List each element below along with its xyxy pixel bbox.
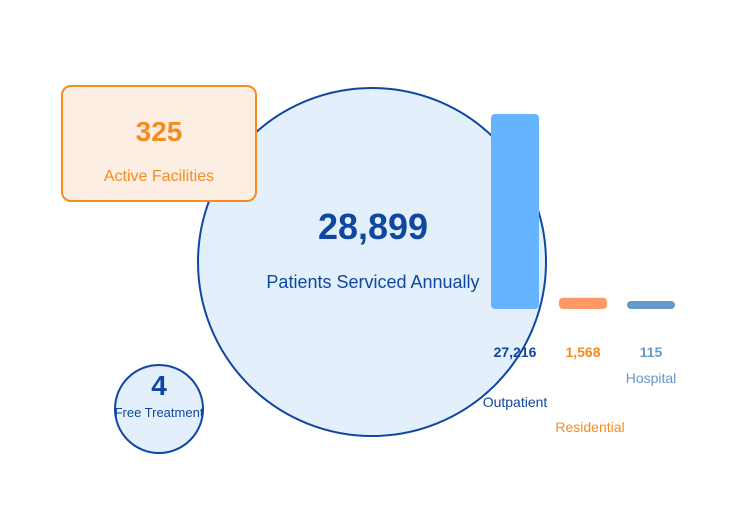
bar-residential (559, 297, 607, 309)
facilities-card (61, 85, 257, 202)
patients-count: 28,899 (317, 206, 429, 247)
category-label-outpatient: Outpatient (483, 394, 548, 410)
value-label-residential: 1,568 (565, 344, 600, 360)
value-label-outpatient: 27,216 (494, 344, 537, 360)
bar-outpatient (491, 114, 539, 309)
category-label-residential: Residential (555, 419, 624, 435)
category-label-hospital: Hospital (626, 370, 677, 386)
patients-label: Patients Serviced Annually (266, 272, 480, 292)
facilities-count: 325 (135, 116, 183, 147)
bar-hospital (627, 301, 675, 309)
free-treatment-circle (114, 364, 204, 454)
facilities-label: Active Facilities (103, 168, 215, 185)
free-treatment-label: Free Treatment (114, 405, 204, 420)
free-treatment-count: 4 (151, 370, 167, 401)
value-label-hospital: 115 (640, 344, 663, 360)
